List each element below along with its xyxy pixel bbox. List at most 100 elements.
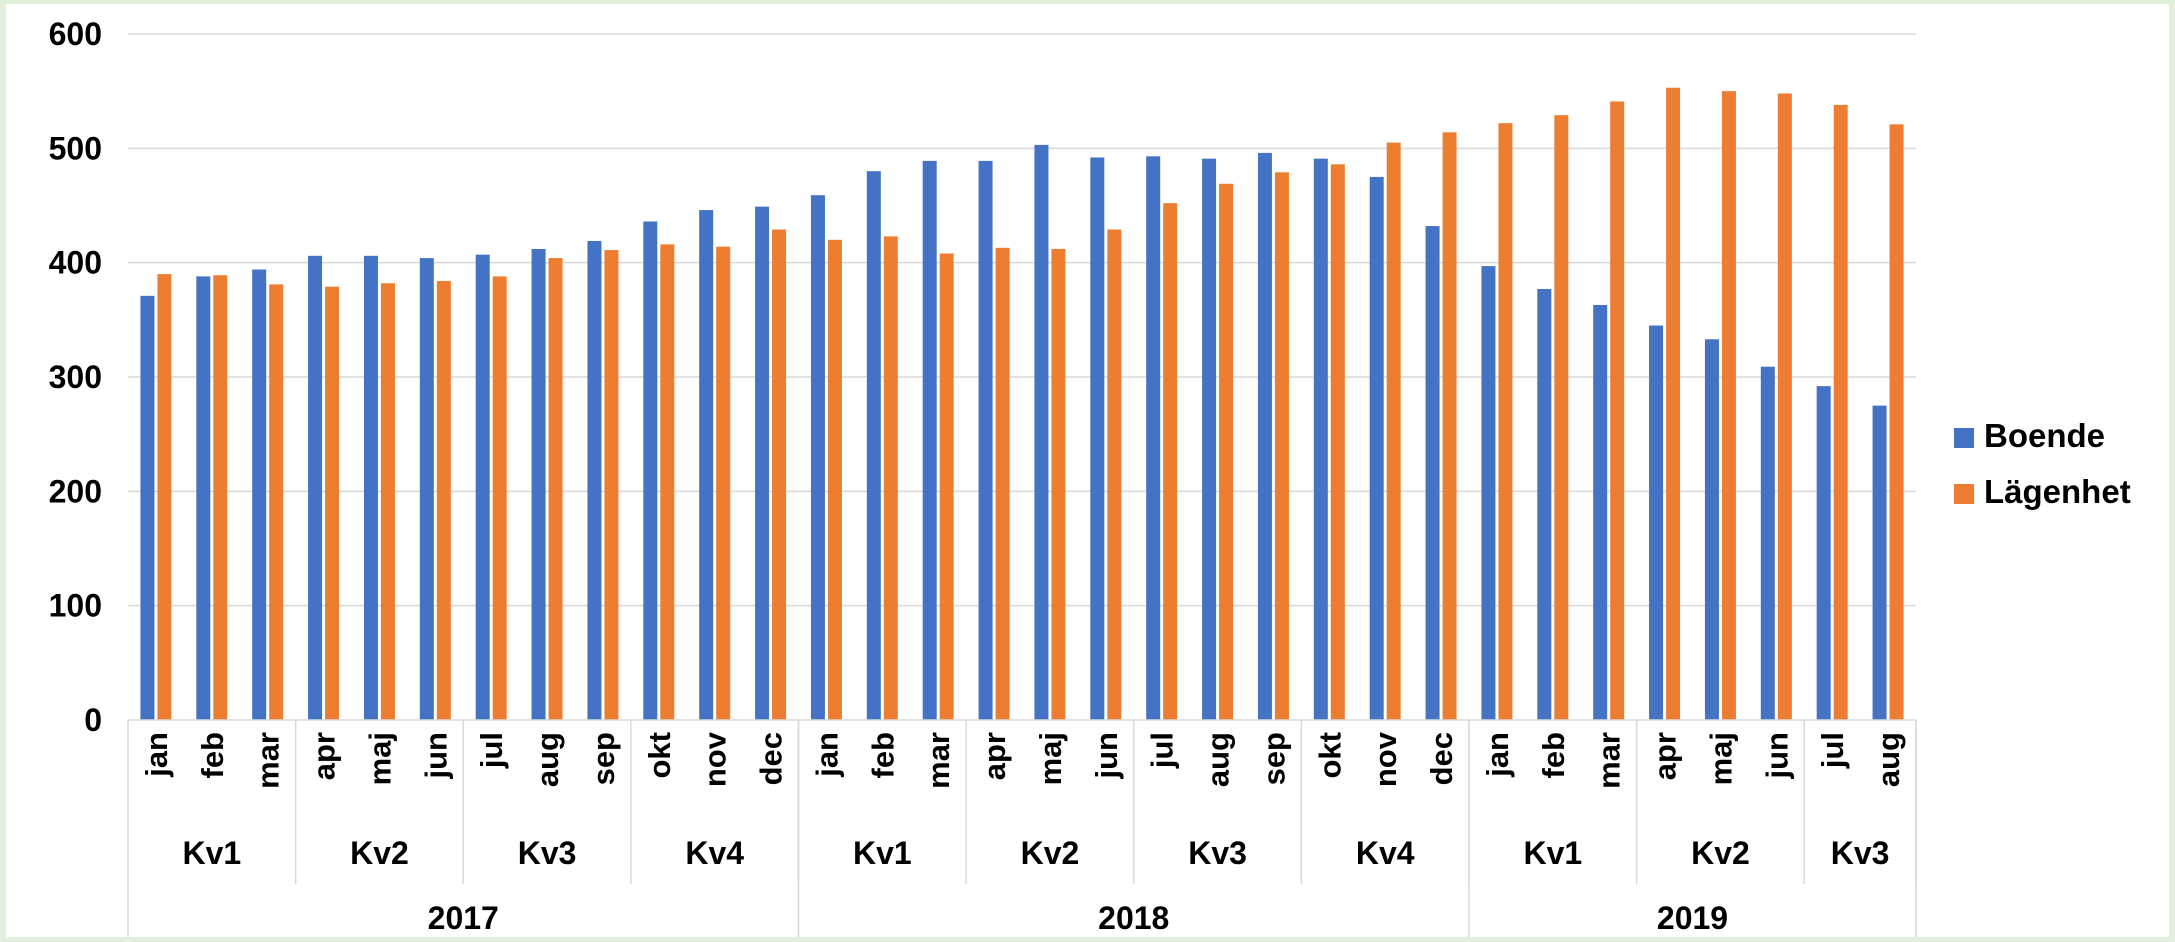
bar-l-genhet xyxy=(1163,203,1178,721)
quarter-label: Kv4 xyxy=(685,835,744,871)
bar-boende xyxy=(140,295,155,720)
bar-l-genhet xyxy=(213,275,228,720)
bar-boende xyxy=(1313,158,1328,720)
x-tick-label: mar xyxy=(921,732,956,789)
y-tick-label: 100 xyxy=(49,588,102,624)
bar-l-genhet xyxy=(939,253,954,720)
x-tick-label: mar xyxy=(1592,732,1627,789)
x-tick-label: maj xyxy=(362,732,397,785)
x-tick-label: jun xyxy=(418,732,453,780)
x-tick-label: apr xyxy=(977,732,1012,780)
legend-label: Lägenhet xyxy=(1984,473,2131,510)
x-tick-label: nov xyxy=(698,731,733,787)
year-label: 2019 xyxy=(1657,900,1728,936)
bar-l-genhet xyxy=(1833,104,1848,721)
quarter-label: Kv4 xyxy=(1356,835,1415,871)
x-tick-label: okt xyxy=(642,732,677,779)
x-tick-label: aug xyxy=(530,732,565,787)
x-tick-label: dec xyxy=(754,732,789,785)
bar-boende xyxy=(1425,226,1440,720)
x-tick-label: jul xyxy=(474,732,509,769)
bar-boende xyxy=(810,195,825,720)
y-tick-label: 500 xyxy=(49,130,102,166)
bar-l-genhet xyxy=(157,274,172,720)
quarter-label: Kv2 xyxy=(350,835,409,871)
bar-boende xyxy=(1537,288,1552,720)
bar-l-genhet xyxy=(1721,91,1736,720)
bar-boende xyxy=(587,240,602,720)
quarter-label: Kv2 xyxy=(1021,835,1080,871)
y-tick-label: 600 xyxy=(49,16,102,52)
y-tick-label: 300 xyxy=(49,359,102,395)
x-tick-label: okt xyxy=(1312,732,1347,779)
x-tick-label: aug xyxy=(1871,732,1906,787)
quarter-label: Kv1 xyxy=(853,835,912,871)
bar-boende xyxy=(1481,266,1496,720)
x-tick-label: feb xyxy=(865,732,900,779)
bar-boende xyxy=(1090,157,1105,721)
bar-l-genhet xyxy=(1386,142,1401,720)
x-tick-label: feb xyxy=(1536,732,1571,779)
bar-l-genhet xyxy=(660,244,675,720)
x-tick-label: maj xyxy=(1703,732,1738,785)
x-tick-label: apr xyxy=(307,732,342,780)
bar-boende xyxy=(866,171,881,720)
bar-boende xyxy=(755,206,770,721)
bar-boende xyxy=(1146,156,1161,720)
bar-l-genhet xyxy=(492,276,507,720)
bar-l-genhet xyxy=(772,229,787,720)
quarter-label: Kv1 xyxy=(1523,835,1582,871)
legend-swatch xyxy=(1954,428,1974,448)
bar-l-genhet xyxy=(1498,123,1513,721)
bar-l-genhet xyxy=(1274,172,1289,721)
legend-label: Boende xyxy=(1984,417,2105,454)
bar-boende xyxy=(1593,304,1608,720)
bar-boende xyxy=(196,276,211,720)
bar-l-genhet xyxy=(1051,248,1066,721)
x-tick-label: jan xyxy=(809,732,844,778)
chart-frame: 0 100 200 300 400 500 600 jan feb mar apr maj jun jul… xyxy=(6,4,2169,937)
x-tick-label: jul xyxy=(1815,732,1850,769)
x-tick-label: dec xyxy=(1424,732,1459,785)
bar-boende xyxy=(699,210,714,720)
bar-boende xyxy=(1760,366,1775,720)
bar-l-genhet xyxy=(1889,124,1904,720)
bar-l-genhet xyxy=(380,283,395,720)
legend-swatch xyxy=(1954,484,1974,504)
x-tick-label: apr xyxy=(1648,732,1683,780)
bar-l-genhet xyxy=(269,284,284,720)
bar-boende xyxy=(475,254,490,720)
quarter-label: Kv3 xyxy=(518,835,577,871)
y-tick-label: 0 xyxy=(84,702,102,738)
bar-l-genhet xyxy=(1219,183,1234,720)
bar-l-genhet xyxy=(883,236,898,720)
bar-boende xyxy=(643,221,658,721)
bar-l-genhet xyxy=(604,250,619,720)
bar-l-genhet xyxy=(716,246,731,720)
bar-l-genhet xyxy=(1107,229,1122,720)
bar-l-genhet xyxy=(1442,132,1457,720)
bar-boende xyxy=(252,269,267,720)
quarter-label: Kv2 xyxy=(1691,835,1750,871)
bar-l-genhet xyxy=(1666,87,1681,720)
bar-boende xyxy=(1816,386,1831,720)
x-tick-label: jun xyxy=(1089,732,1124,780)
bar-boende xyxy=(1649,325,1664,720)
y-tick-label: 200 xyxy=(49,473,102,509)
year-label: 2018 xyxy=(1098,900,1169,936)
bar-boende xyxy=(922,160,937,720)
year-label: 2017 xyxy=(428,900,499,936)
x-tick-label: jan xyxy=(1480,732,1515,778)
bar-l-genhet xyxy=(995,247,1010,720)
bar-boende xyxy=(419,258,434,720)
bar-l-genhet xyxy=(827,239,842,721)
bar-boende xyxy=(1202,158,1217,720)
bar-boende xyxy=(1704,339,1719,720)
quarter-label: Kv3 xyxy=(1188,835,1247,871)
bar-l-genhet xyxy=(548,258,563,720)
bar-l-genhet xyxy=(1330,164,1345,721)
bar-boende xyxy=(363,255,378,720)
quarter-label: Kv1 xyxy=(182,835,241,871)
bar-l-genhet xyxy=(1610,101,1625,720)
